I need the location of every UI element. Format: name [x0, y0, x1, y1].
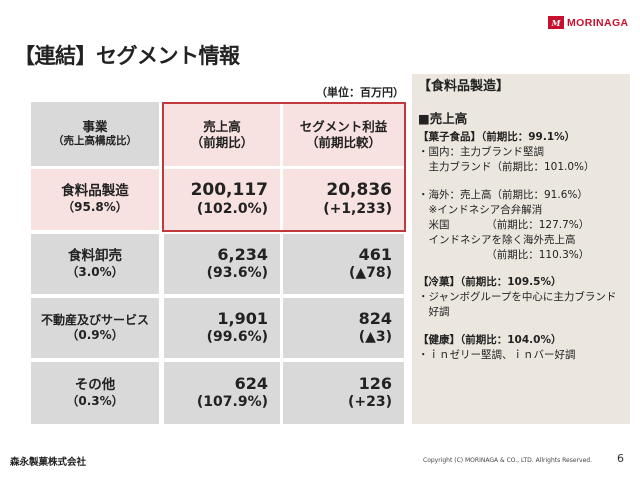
profit-value: 126: [358, 373, 392, 393]
sales-value: 1,901: [217, 308, 268, 328]
profit-value: 20,836: [326, 179, 392, 200]
sales-value: 6,234: [217, 244, 268, 264]
header-business: 事業 （売上高構成比）: [31, 102, 159, 166]
page-number: 6: [617, 452, 624, 465]
note-line: 米国 （前期比：127.7%）: [418, 218, 590, 231]
profit-cell: 461 (▲78): [283, 234, 404, 294]
profit-diff: (▲78): [348, 265, 392, 282]
side-heading: 【食料品製造】: [418, 79, 510, 94]
note-line: 主力ブランド（前期比：101.0%）: [418, 161, 595, 174]
segment-share: （95.8%）: [62, 200, 128, 215]
profit-value: 824: [358, 308, 392, 328]
note-line: 【健康】（前期比：104.0%）: [418, 334, 562, 347]
row-label: 食料品製造 （95.8%）: [31, 169, 159, 230]
note-line: ・海外：売上高（前期比：91.6%）: [418, 188, 588, 201]
header-sales: 売上高 （前期比）: [164, 104, 280, 166]
angel-mark-icon: M: [548, 16, 564, 29]
header-business-sub: （売上高構成比）: [53, 135, 137, 148]
profit-diff: (+23): [347, 394, 392, 411]
sales-yoy: (102.0%): [196, 201, 268, 218]
sales-value: 200,117: [190, 179, 268, 200]
row-label: 不動産及びサービス （0.9%）: [31, 298, 159, 358]
logo-text: MORINAGA: [567, 16, 629, 29]
sales-yoy: (99.6%): [206, 329, 268, 346]
note-line: 【冷菓】（前期比：109.5%）: [418, 276, 562, 289]
note-line: 好調: [418, 306, 450, 319]
sales-value: 624: [234, 373, 268, 393]
side-subheading: ■売上高: [418, 111, 468, 127]
segment-share: （0.3%）: [66, 393, 124, 408]
profit-diff: (+1,233): [323, 201, 392, 218]
row-label: その他 （0.3%）: [31, 362, 159, 424]
segment-name: その他: [74, 376, 116, 393]
note-line: ・ジャンボグループを中心に主力ブランド: [418, 291, 617, 304]
note-line: ・国内：主力ブランド堅調: [418, 146, 544, 159]
header-profit: セグメント利益 （前期比較）: [283, 104, 404, 166]
company-name: 森永製菓株式会社: [10, 457, 87, 468]
header-profit-sub: （前期比較）: [305, 135, 381, 150]
segment-name: 食料品製造: [61, 183, 129, 200]
note-line: ・ｉｎゼリー堅調、ｉｎバー好調: [418, 349, 576, 362]
profit-cell: 20,836 (+1,233): [283, 169, 404, 230]
sales-yoy: (107.9%): [196, 394, 268, 411]
profit-diff: (▲3): [358, 329, 392, 346]
sales-yoy: (93.6%): [206, 265, 268, 282]
segment-share: （0.9%）: [66, 328, 124, 342]
sales-cell: 1,901 (99.6%): [164, 298, 280, 358]
page-title: 【連結】セグメント情報: [14, 44, 240, 68]
header-sales-main: 売上高: [203, 119, 241, 134]
sales-cell: 624 (107.9%): [164, 362, 280, 424]
note-line: インドネシアを除く海外売上高: [418, 233, 576, 246]
header-business-main: 事業: [82, 119, 108, 135]
sales-cell: 200,117 (102.0%): [164, 169, 280, 230]
note-line: 【菓子食品】（前期比：99.1%）: [418, 131, 576, 144]
side-notes-panel: 【食料品製造】 ■売上高 【菓子食品】（前期比：99.1%） ・国内：主力ブラン…: [412, 74, 630, 424]
profit-cell: 824 (▲3): [283, 298, 404, 358]
segment-name: 不動産及びサービス: [40, 312, 149, 327]
header-profit-main: セグメント利益: [299, 119, 388, 134]
note-line: ※インドネシア合弁解消: [418, 203, 543, 216]
profit-cell: 126 (+23): [283, 362, 404, 424]
company-logo: M MORINAGA: [548, 16, 629, 29]
segment-share: （3.0%）: [66, 264, 124, 279]
copyright-text: Copyright (C) MORINAGA & CO., LTD. Allri…: [423, 457, 592, 464]
unit-label: （単位：百万円）: [316, 86, 404, 99]
note-line: （前期比：110.3%）: [418, 248, 590, 261]
profit-value: 461: [358, 244, 392, 264]
sales-cell: 6,234 (93.6%): [164, 234, 280, 294]
segment-name: 食料卸売: [68, 247, 122, 264]
row-label: 食料卸売 （3.0%）: [31, 234, 159, 294]
header-sales-sub: （前期比）: [190, 135, 254, 150]
